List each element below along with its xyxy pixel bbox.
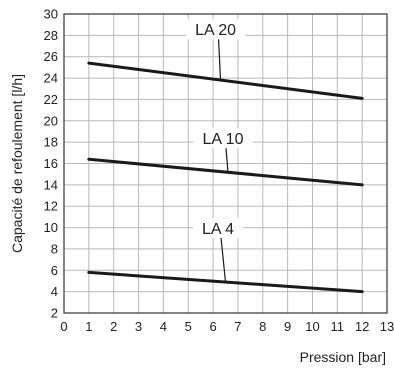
y-tick-label: 30: [44, 7, 58, 22]
y-tick-label: 20: [44, 113, 58, 128]
x-tick-label: 0: [60, 319, 67, 334]
series-label-background: [186, 19, 246, 40]
y-tick-label: 22: [44, 92, 58, 107]
x-tick-labels: 0 1 2 3 4 5 6 7 8 9 10 11 12 13: [60, 319, 394, 334]
series-labels: LA 20 LA 10 LA 4: [186, 19, 253, 283]
y-tick-label: 14: [44, 177, 58, 192]
series-line-la-20: [87, 61, 364, 100]
x-tick-label: 7: [234, 319, 241, 334]
x-tick-label: 10: [305, 319, 319, 334]
series-label: LA 4: [202, 221, 234, 238]
series-line-la-10: [87, 157, 364, 187]
x-tick-label: 5: [185, 319, 192, 334]
y-tick-label: 2: [51, 306, 58, 321]
x-tick-label: 9: [284, 319, 291, 334]
series-label-background: [193, 128, 253, 149]
series-label-pointer: [220, 237, 227, 283]
y-tick-label: 28: [44, 28, 58, 43]
x-tick-label: 3: [135, 319, 142, 334]
x-tick-label: 11: [331, 319, 345, 334]
x-tick-label: 4: [160, 319, 167, 334]
x-tick-label: 13: [380, 319, 394, 334]
y-tick-label: 18: [44, 135, 58, 150]
y-axis-label: Capacité de refoulement [l/h]: [9, 74, 25, 253]
y-tick-label: 12: [44, 199, 58, 214]
series-label: LA 20: [195, 22, 236, 39]
series-label-pointer: [225, 148, 229, 173]
y-tick-label: 4: [51, 284, 58, 299]
plot-frame: [63, 13, 388, 314]
y-tick-label: 16: [44, 156, 58, 171]
series-group: [87, 61, 364, 294]
series-label-pointer: [217, 39, 222, 81]
series-label-background: [193, 217, 244, 238]
x-tick-label: 8: [259, 319, 266, 334]
x-tick-label: 12: [355, 319, 369, 334]
grid: [64, 14, 387, 313]
x-tick-label: 1: [85, 319, 92, 334]
y-tick-label: 10: [44, 220, 58, 235]
y-tick-label: 26: [44, 49, 58, 64]
y-tick-label: 8: [51, 241, 58, 256]
x-axis-label: Pression [bar]: [300, 349, 386, 365]
x-tick-label: 6: [209, 319, 216, 334]
series-label: LA 10: [203, 131, 244, 148]
y-tick-label: 24: [44, 71, 58, 86]
x-tick-label: 2: [110, 319, 117, 334]
y-tick-label: 6: [51, 263, 58, 278]
